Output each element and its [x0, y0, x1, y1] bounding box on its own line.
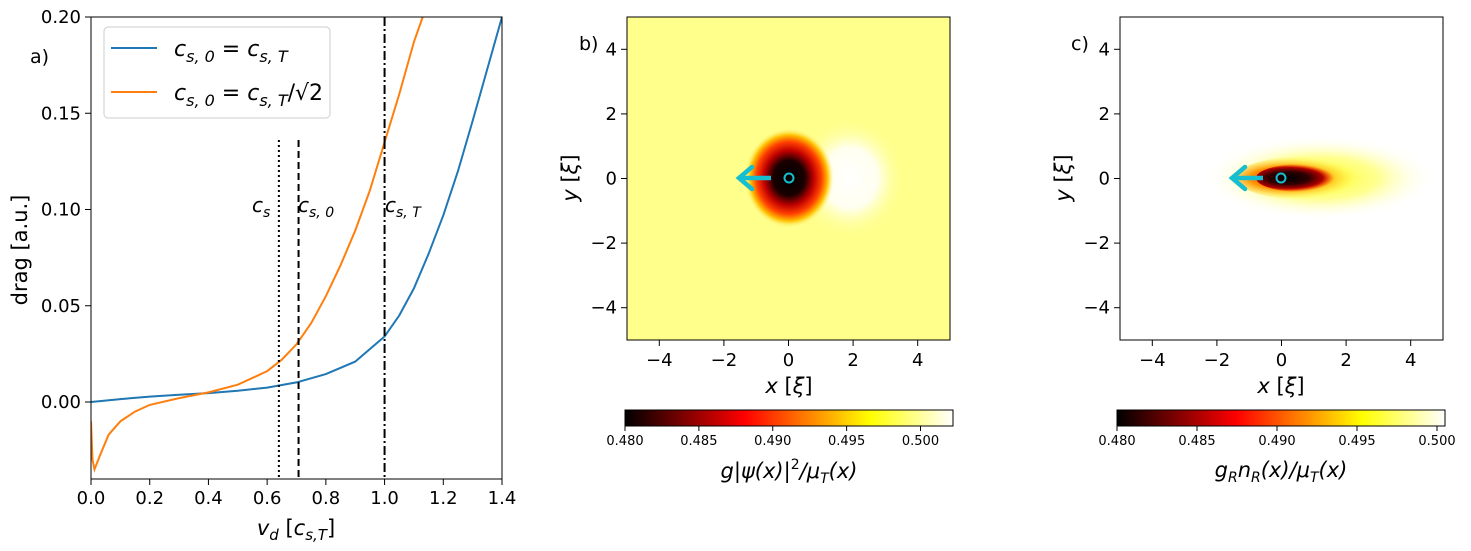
- x-tick-label: 1.4: [488, 488, 517, 509]
- colorbar-tick-label: 0.480: [1098, 434, 1135, 449]
- x-tick-label: 0: [1276, 350, 1287, 371]
- y-tick-label: 2: [1099, 104, 1110, 125]
- panel-b-colorbar-ticks: 0.480 0.485 0.490 0.495 0.500: [606, 426, 939, 449]
- panel-c-arrow-head: [1228, 164, 1248, 192]
- panel-c-y-label: y [ξ]: [1051, 154, 1075, 202]
- colorbar-tick-label: 0.485: [680, 434, 717, 449]
- y-tick-label: 2: [606, 104, 617, 125]
- panel-a-x-label: vd [cs,T]: [257, 516, 335, 544]
- panel-c-wake-core: [1256, 164, 1348, 192]
- colorbar-tick-label: 0.500: [1418, 434, 1455, 449]
- panel-b-y-ticks: −4 −2 0 2 4: [590, 39, 627, 319]
- panel-b-label: b): [579, 33, 598, 55]
- panel-b-colorbar: [624, 409, 954, 427]
- x-tick-label: −4: [1139, 350, 1166, 371]
- x-tick-label: 0: [783, 350, 794, 371]
- x-tick-label: 1.0: [370, 488, 399, 509]
- colorbar-tick-label: 0.495: [1338, 434, 1375, 449]
- panel-a-plot-area: [91, 17, 502, 479]
- x-tick-label: 0.2: [135, 488, 164, 509]
- colorbar-tick-label: 0.500: [902, 434, 939, 449]
- panel-a-y-label: drag [a.u.]: [8, 195, 32, 306]
- panel-c-heatmap: [1120, 17, 1443, 340]
- panel-a-x-ticks: 0.0 0.2 0.4 0.6 0.8 1.0 1.2 1.4: [77, 479, 517, 509]
- x-tick-label: 0.8: [312, 488, 341, 509]
- panel-c-x-ticks: −4 −2 0 2 4: [1139, 340, 1416, 371]
- vline-label-csT: cs, T: [385, 193, 422, 221]
- panel-b-x-label: x [ξ]: [764, 374, 812, 398]
- x-tick-label: 4: [1405, 350, 1416, 371]
- x-tick-label: −4: [646, 350, 673, 371]
- y-tick-label: −4: [590, 298, 617, 319]
- panel-a-legend: cs, 0 = cs, T cs, 0 = cs, T/√2: [103, 26, 331, 119]
- panel-b-density-dip: [744, 128, 834, 228]
- panel-b-heatmap: [627, 17, 950, 340]
- x-tick-label: 2: [1340, 350, 1351, 371]
- x-tick-label: −2: [711, 350, 738, 371]
- panel-b: b): [558, 16, 954, 487]
- panel-c-colorbar: [1116, 409, 1446, 427]
- y-tick-label: −4: [1083, 298, 1110, 319]
- x-tick-label: 2: [847, 350, 858, 371]
- panel-c-colorbar-ticks: 0.480 0.485 0.490 0.495 0.500: [1098, 426, 1456, 449]
- y-tick-label: 0.10: [41, 200, 81, 221]
- y-tick-label: 4: [606, 39, 617, 60]
- series-line-1: [91, 17, 502, 403]
- y-tick-label: −2: [1083, 233, 1110, 254]
- legend-box: [103, 26, 331, 119]
- y-tick-label: 0.15: [41, 103, 81, 124]
- panel-b-x-ticks: −4 −2 0 2 4: [646, 340, 923, 371]
- colorbar-tick-label: 0.490: [1258, 434, 1295, 449]
- panel-c-y-ticks: −4 −2 0 2 4: [1083, 39, 1120, 319]
- y-tick-label: 0: [606, 169, 617, 190]
- x-tick-label: −2: [1204, 350, 1231, 371]
- colorbar-tick-label: 0.495: [828, 434, 865, 449]
- y-tick-label: 0: [1099, 169, 1110, 190]
- x-tick-label: 4: [912, 350, 923, 371]
- panel-a-y-ticks: 0.00 0.05 0.10 0.15 0.20: [41, 7, 91, 413]
- panel-c-label: c): [1071, 33, 1089, 55]
- x-tick-label: 1.2: [429, 488, 458, 509]
- panel-a-frame: [90, 16, 503, 480]
- y-tick-label: 0.20: [41, 7, 81, 28]
- vline-label-cs0: cs, 0: [298, 193, 334, 221]
- series-line-2: [91, 17, 424, 473]
- panel-c-arrow: [1228, 164, 1287, 192]
- x-tick-label: 0.4: [194, 488, 223, 509]
- panel-c-obstacle-marker: [1275, 172, 1287, 184]
- y-tick-label: 4: [1099, 39, 1110, 60]
- colorbar-tick-label: 0.490: [754, 434, 791, 449]
- panel-a-label: a): [30, 46, 49, 68]
- panel-b-arrow-head: [735, 164, 755, 192]
- panel-b-arrow: [735, 164, 795, 192]
- vline-label-cs: cs: [252, 193, 270, 221]
- y-tick-label: 0.05: [41, 296, 81, 317]
- y-tick-label: 0.00: [41, 392, 81, 413]
- colorbar-tick-label: 0.485: [1178, 434, 1215, 449]
- colorbar-tick-label: 0.480: [606, 434, 643, 449]
- panel-b-colorbar-label: g|ψ(x)|2/μT(x): [721, 457, 858, 487]
- panel-b-obstacle-marker: [783, 172, 795, 184]
- x-tick-label: 0.6: [253, 488, 282, 509]
- panel-c-x-label: x [ξ]: [1256, 374, 1304, 398]
- panel-c-colorbar-label: gRnR(x)/μT(x): [1215, 458, 1348, 486]
- panel-c: c): [1051, 16, 1456, 486]
- x-tick-label: 0.0: [77, 488, 106, 509]
- panel-a: a) 0.0 0.2 0.4 0.6 0.8 1.0 1.2 1.4 0.00 0.05 0.10…: [8, 7, 516, 544]
- panel-b-y-label: y [ξ]: [558, 154, 582, 202]
- y-tick-label: −2: [590, 233, 617, 254]
